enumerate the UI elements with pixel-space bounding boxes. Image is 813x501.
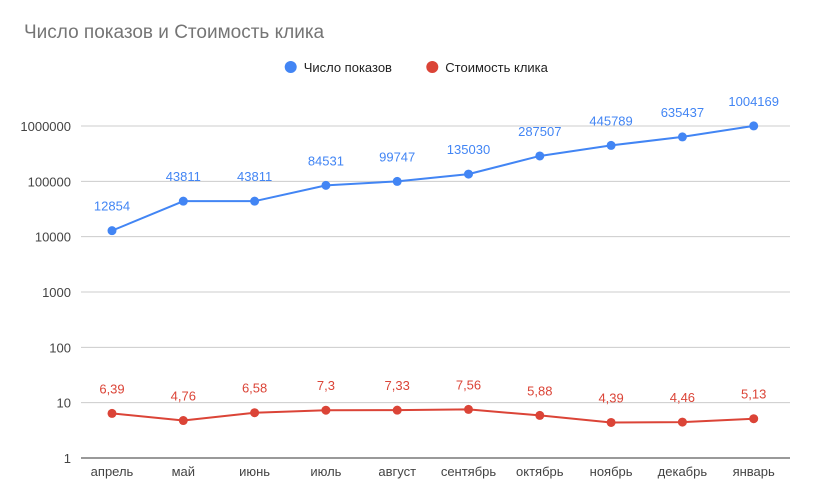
data-label: 4,76	[171, 389, 196, 404]
data-point	[749, 414, 759, 424]
y-tick-label: 1	[64, 451, 71, 466]
y-tick-label: 1000	[42, 285, 71, 300]
y-tick-label: 1000000	[20, 119, 71, 134]
x-tick-label: апрель	[91, 464, 134, 479]
x-tick-label: октябрь	[516, 464, 564, 479]
x-tick-label: август	[378, 464, 416, 479]
data-label: 12854	[94, 199, 130, 214]
data-point	[677, 417, 687, 427]
data-point	[749, 121, 759, 131]
x-tick-label: январь	[733, 464, 775, 479]
x-tick-label: ноябрь	[590, 464, 633, 479]
series-line	[111, 124, 754, 232]
data-point	[535, 151, 545, 161]
x-tick-label: май	[172, 464, 195, 479]
series-line	[111, 408, 754, 424]
legend-item-2[interactable]: Стоимость клика	[426, 60, 549, 75]
data-label: 4,46	[670, 390, 695, 405]
data-point	[677, 132, 687, 142]
data-point	[464, 169, 473, 179]
data-point	[107, 408, 117, 418]
data-label: 635437	[661, 105, 704, 120]
data-label: 7,56	[456, 377, 481, 392]
legend-label: Число показов	[304, 60, 392, 75]
series-layer: 12854 43811 43811 84531 99747 135030 287507 445…	[94, 94, 779, 427]
data-point	[321, 180, 331, 190]
y-tick-label: 10	[57, 396, 71, 411]
data-label: 1004169	[728, 94, 779, 109]
data-label: 5,88	[527, 383, 552, 398]
data-point	[178, 416, 188, 426]
x-tick-label: июнь	[239, 464, 270, 479]
legend-marker	[284, 61, 297, 73]
data-label: 7,33	[385, 378, 410, 393]
data-label: 7,3	[317, 378, 335, 393]
data-point	[107, 226, 117, 236]
series-1: 12854 43811 43811 84531 99747 135030 287507 445…	[94, 94, 779, 236]
data-label: 84531	[308, 153, 344, 168]
data-label: 135030	[447, 142, 490, 157]
legend-label: Стоимость клика	[445, 60, 548, 75]
data-label: 43811	[166, 169, 201, 184]
legend-marker	[426, 61, 439, 73]
legend[interactable]: Число показов Стоимость клика	[284, 60, 549, 75]
data-point	[321, 405, 331, 415]
data-label: 445789	[589, 113, 632, 128]
y-tick-label: 100	[49, 340, 71, 355]
data-point	[606, 417, 616, 427]
chart-title: Число показов и Стоимость клика	[24, 22, 325, 43]
data-point	[606, 140, 616, 150]
y-tick-label: 10000	[35, 230, 71, 245]
data-point	[250, 196, 260, 206]
data-label: 43811	[237, 169, 272, 184]
series-2: 6,39 4,76 6,58 7,3 7,33 7,56 5,88 4,39 4,46 5,13	[99, 377, 766, 427]
grid-layer	[81, 125, 790, 459]
y-tick-label: 100000	[28, 174, 71, 189]
data-label: 5,13	[741, 387, 766, 402]
data-point	[178, 196, 188, 206]
x-tick-label: сентябрь	[441, 464, 497, 479]
data-label: 6,39	[99, 381, 124, 396]
data-label: 99747	[379, 149, 415, 164]
data-point	[392, 405, 402, 415]
legend-item-1[interactable]: Число показов	[284, 60, 392, 75]
x-tick-label: июль	[310, 464, 341, 479]
data-point	[535, 410, 545, 420]
data-point	[250, 408, 260, 418]
data-label: 4,39	[598, 390, 623, 405]
axis-layer: 1 10 100 1000 10000 100000 1000000 апрель май июн…	[20, 119, 775, 479]
data-point	[392, 176, 402, 186]
x-tick-label: декабрь	[658, 464, 708, 479]
data-label: 287507	[518, 124, 561, 139]
data-label: 6,58	[242, 381, 267, 396]
data-point	[464, 404, 473, 414]
